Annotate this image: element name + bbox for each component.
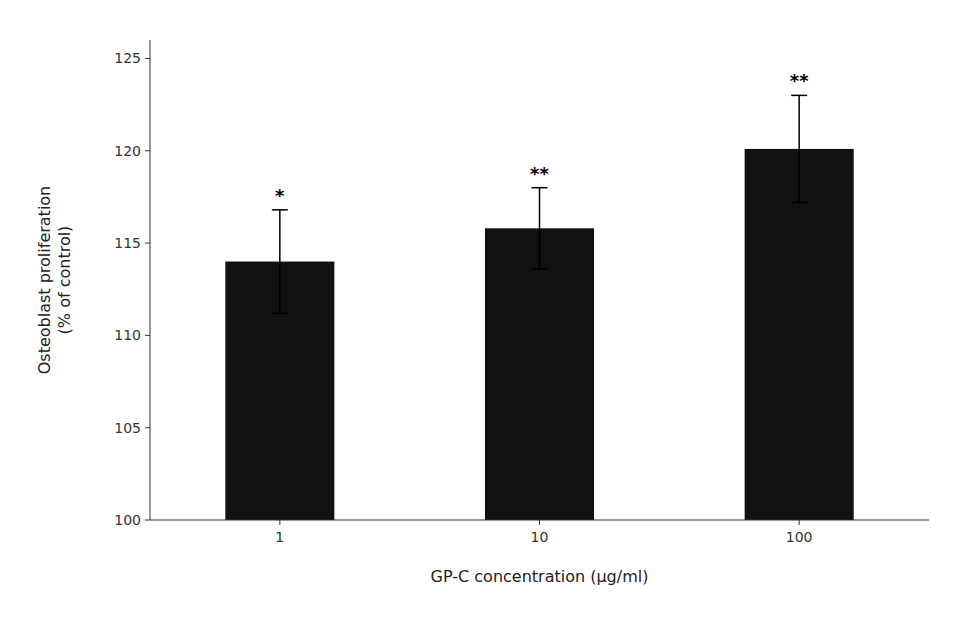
- y-tick-label: 100: [114, 512, 141, 528]
- y-tick: [145, 520, 150, 521]
- y-axis-label-line: (% of control): [55, 226, 74, 335]
- axes: 100105110115120125110100: [114, 40, 929, 545]
- error-cap: [791, 95, 807, 97]
- x-tick: [799, 520, 800, 525]
- chart: *****100105110115120125110100GP-C concen…: [0, 0, 969, 640]
- bar: [745, 149, 854, 520]
- error-bar: [272, 210, 288, 313]
- annotation: **: [530, 163, 549, 184]
- y-tick: [145, 150, 150, 151]
- marks: [225, 95, 853, 520]
- error-cap: [272, 209, 288, 211]
- x-tick-label: 10: [531, 529, 549, 545]
- error-line: [279, 210, 281, 313]
- annotation: *: [275, 185, 285, 206]
- y-axis-line: [150, 40, 151, 520]
- x-tick-label: 100: [786, 529, 813, 545]
- error-cap: [791, 202, 807, 204]
- y-tick-label: 115: [114, 235, 141, 251]
- y-axis-label-line: Osteoblast proliferation: [35, 186, 54, 375]
- y-tick: [145, 243, 150, 244]
- y-tick-label: 125: [114, 50, 141, 66]
- annotation: **: [790, 70, 809, 91]
- error-line: [798, 95, 800, 202]
- x-tick: [539, 520, 540, 525]
- x-tick-label: 1: [275, 529, 284, 545]
- error-line: [539, 188, 541, 269]
- chart-container: *****100105110115120125110100GP-C concen…: [0, 0, 969, 640]
- y-tick: [145, 427, 150, 428]
- y-axis-label: Osteoblast proliferation(% of control): [35, 186, 74, 375]
- y-tick-label: 110: [114, 327, 141, 343]
- bar: [485, 228, 594, 520]
- error-cap: [272, 312, 288, 314]
- y-tick: [145, 58, 150, 59]
- error-cap: [532, 187, 548, 189]
- error-bar: [791, 95, 807, 202]
- error-bar: [532, 188, 548, 269]
- x-tick: [279, 520, 280, 525]
- x-axis-label: GP-C concentration (μg/ml): [431, 567, 649, 586]
- y-tick-label: 120: [114, 143, 141, 159]
- y-tick: [145, 335, 150, 336]
- error-cap: [532, 268, 548, 270]
- y-tick-label: 105: [114, 420, 141, 436]
